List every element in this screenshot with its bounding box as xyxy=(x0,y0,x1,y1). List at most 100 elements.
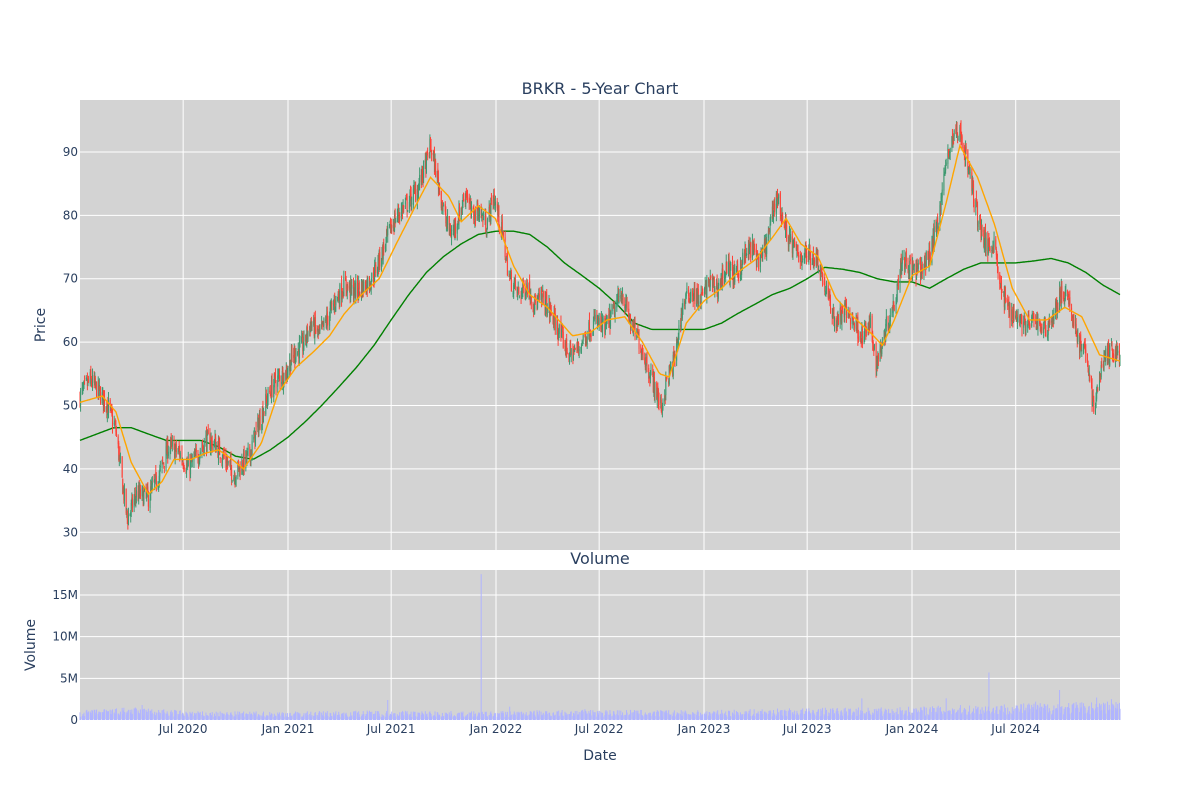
candle-body xyxy=(848,312,850,317)
candle-body xyxy=(700,300,702,306)
volume-bar xyxy=(345,712,347,720)
volume-bar xyxy=(381,714,383,720)
candle-body xyxy=(875,343,877,371)
volume-bar xyxy=(325,712,327,720)
volume-bar xyxy=(93,709,95,720)
candle-body xyxy=(115,425,117,432)
volume-bar xyxy=(843,708,845,720)
candle-body xyxy=(307,331,309,340)
candle-body xyxy=(697,288,699,305)
volume-bar xyxy=(524,714,526,720)
x-tick-label: Jan 2022 xyxy=(469,722,523,736)
candle-body xyxy=(980,225,982,238)
volume-bar xyxy=(529,711,531,720)
candle-body xyxy=(404,201,406,205)
candle-body xyxy=(1003,291,1005,293)
volume-bar xyxy=(286,716,288,720)
candle-body xyxy=(901,256,903,264)
candle-body xyxy=(1111,341,1113,348)
volume-bar xyxy=(1115,702,1117,720)
volume-bar xyxy=(410,711,412,720)
volume-bar xyxy=(757,711,759,720)
volume-bar xyxy=(915,708,917,720)
volume-bar xyxy=(1051,714,1053,720)
candle-body xyxy=(447,216,449,225)
volume-bar xyxy=(596,711,598,720)
volume-bar xyxy=(1004,713,1006,720)
candle-body xyxy=(582,334,584,341)
candle-body xyxy=(297,351,299,356)
candle-body xyxy=(335,296,337,306)
candle-body xyxy=(295,353,297,362)
volume-bar xyxy=(195,715,197,720)
volume-bar xyxy=(469,716,471,720)
candle-body xyxy=(1088,372,1090,376)
candle-body xyxy=(628,317,630,321)
volume-bar xyxy=(861,710,863,720)
volume-bar xyxy=(243,716,245,720)
volume-bar xyxy=(669,715,671,720)
volume-bar xyxy=(257,714,259,720)
volume-bar xyxy=(453,716,455,720)
candle-body xyxy=(528,282,530,295)
candle-body xyxy=(163,463,165,465)
candle-body xyxy=(554,313,556,331)
volume-bar xyxy=(528,714,530,720)
candle-body xyxy=(887,316,889,328)
candle-body xyxy=(912,262,914,268)
volume-bar xyxy=(1055,708,1057,720)
candle-body xyxy=(150,486,152,501)
volume-bar xyxy=(437,712,439,720)
candle-body xyxy=(692,294,694,301)
volume-bar xyxy=(968,714,970,720)
candle-body xyxy=(262,407,264,421)
volume-bar xyxy=(461,713,463,720)
candle-body xyxy=(441,203,443,209)
volume-bar xyxy=(314,712,316,720)
candle-body xyxy=(877,355,879,369)
candle-body xyxy=(789,235,791,238)
volume-bar xyxy=(361,714,363,720)
candle-body xyxy=(542,291,544,298)
candle-body xyxy=(767,230,769,238)
candle-body xyxy=(102,390,104,394)
candle-body xyxy=(90,378,92,384)
volume-bar xyxy=(704,712,706,720)
candle-body xyxy=(654,382,656,399)
candle-body xyxy=(353,283,355,300)
candle-body xyxy=(871,315,873,336)
volume-bar xyxy=(131,713,133,720)
candle-body xyxy=(476,201,478,221)
volume-bar xyxy=(231,715,233,720)
candle-body xyxy=(533,308,535,310)
volume-bar xyxy=(1080,708,1082,720)
volume-bar xyxy=(377,715,379,720)
candle-body xyxy=(134,494,136,498)
volume-bar xyxy=(334,713,336,720)
volume-bar xyxy=(82,716,84,720)
volume-bar xyxy=(286,713,288,720)
volume-bar xyxy=(1093,710,1095,720)
volume-bar xyxy=(620,715,622,720)
volume-bar xyxy=(435,716,437,720)
candle-body xyxy=(545,294,547,296)
candle-body xyxy=(920,263,922,281)
volume-bar xyxy=(245,713,247,720)
volume-title: Volume xyxy=(570,549,630,568)
candle-body xyxy=(201,448,203,452)
candle-body xyxy=(951,136,953,142)
candle-body xyxy=(929,252,931,262)
volume-bar xyxy=(459,712,461,720)
volume-bar xyxy=(1083,713,1085,720)
candle-body xyxy=(936,217,938,220)
candle-body xyxy=(1094,405,1096,412)
volume-bar xyxy=(207,715,209,720)
candle-body xyxy=(712,277,714,287)
volume-bar xyxy=(513,715,515,720)
candle-body xyxy=(234,476,236,483)
volume-bar xyxy=(781,715,783,720)
candle-body xyxy=(512,292,514,294)
candle-body xyxy=(274,373,276,382)
candle-body xyxy=(111,409,113,414)
candle-body xyxy=(392,225,394,229)
